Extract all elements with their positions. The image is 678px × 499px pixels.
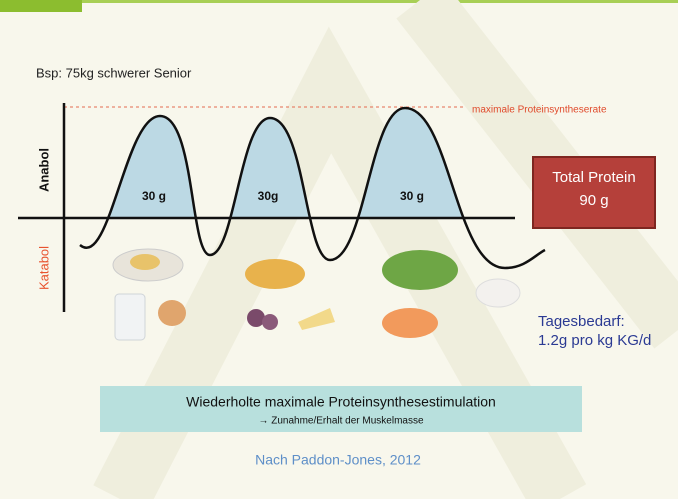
peak-area xyxy=(80,108,505,218)
banner-box xyxy=(100,386,582,432)
banner-subtitle: → Zunahme/Erhalt der Muskelmasse xyxy=(258,416,424,427)
peak-label: 30 g xyxy=(142,189,166,203)
peak-label: 30g xyxy=(258,189,279,203)
peak-label: 30 g xyxy=(400,189,424,203)
top-line xyxy=(82,0,678,3)
food-images xyxy=(112,248,521,341)
daily-value: 1.2g pro kg KG/d xyxy=(538,332,651,349)
source: Nach Paddon-Jones, 2012 xyxy=(255,452,421,468)
max-line-label: maximale Proteinsyntheserate xyxy=(472,105,607,116)
wave xyxy=(79,106,546,270)
total-box xyxy=(532,156,656,229)
top-bar xyxy=(0,0,82,12)
anabol-label: Anabol xyxy=(36,148,51,192)
banner-title: Wiederholte maximale Proteinsynthesestim… xyxy=(186,394,496,410)
example-label: Bsp: 75kg schwerer Senior xyxy=(36,65,192,80)
total-value: 90 g xyxy=(579,192,608,209)
daily-title: Tagesbedarf: xyxy=(538,313,625,330)
katabol-label: Katabol xyxy=(36,246,51,290)
total-title: Total Protein xyxy=(552,169,635,186)
